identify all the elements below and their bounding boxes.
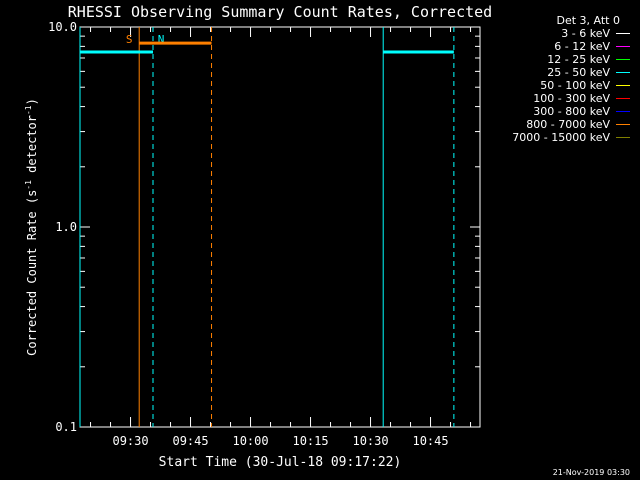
legend-label: 3 - 6 keV bbox=[561, 27, 610, 40]
legend-entry: 800 - 7000 keV bbox=[470, 118, 630, 131]
y-axis-label-end: ) bbox=[25, 98, 39, 105]
legend-label: 12 - 25 keV bbox=[547, 53, 610, 66]
legend-entry: 7000 - 15000 keV bbox=[470, 131, 630, 144]
marker-label: S bbox=[126, 33, 133, 46]
legend-swatch bbox=[616, 98, 630, 99]
legend-swatch bbox=[616, 124, 630, 125]
x-axis-label: Start Time (30-Jul-18 09:17:22) bbox=[159, 455, 402, 470]
y-tick-label: 0.1 bbox=[55, 420, 77, 434]
legend-label: 6 - 12 keV bbox=[554, 40, 610, 53]
x-tick-label: 10:45 bbox=[412, 434, 448, 448]
legend-swatch bbox=[616, 46, 630, 47]
legend-label: 50 - 100 keV bbox=[540, 79, 610, 92]
plot-frame bbox=[79, 26, 481, 428]
legend-swatch bbox=[616, 59, 630, 60]
legend-swatch bbox=[616, 111, 630, 112]
legend-entry: 300 - 800 keV bbox=[470, 105, 630, 118]
legend-label: 7000 - 15000 keV bbox=[512, 131, 610, 144]
legend-label: 25 - 50 keV bbox=[547, 66, 610, 79]
legend-entry: 100 - 300 keV bbox=[470, 92, 630, 105]
legend-swatch bbox=[616, 72, 630, 73]
y-tick-label: 10.0 bbox=[48, 20, 77, 34]
x-tick-label: 09:45 bbox=[172, 434, 208, 448]
legend-entry: 12 - 25 keV bbox=[470, 53, 630, 66]
legend: Det 3, Att 0 3 - 6 keV 6 - 12 keV 12 - 25 … bbox=[470, 14, 630, 144]
legend-swatch bbox=[616, 33, 630, 34]
x-tick-label: 10:30 bbox=[352, 434, 388, 448]
x-tick-label: 10:00 bbox=[232, 434, 268, 448]
legend-label: 300 - 800 keV bbox=[533, 105, 610, 118]
legend-entry: 50 - 100 keV bbox=[470, 79, 630, 92]
y-axis-label: Corrected Count Rate (s-1 detector-1) bbox=[24, 98, 39, 356]
x-tick-label: 10:15 bbox=[292, 434, 328, 448]
legend-swatch bbox=[616, 137, 630, 138]
marker-label: N bbox=[158, 33, 165, 46]
y-axis-label-main: Corrected Count Rate (s bbox=[25, 190, 39, 356]
x-tick-label: 09:30 bbox=[112, 434, 148, 448]
y-axis-label-mid: detector bbox=[25, 115, 39, 180]
legend-entry: 3 - 6 keV bbox=[470, 27, 630, 40]
legend-label: 800 - 7000 keV bbox=[526, 118, 610, 131]
y-axis-label-exp1: -1 bbox=[24, 180, 33, 190]
legend-entry: 25 - 50 keV bbox=[470, 66, 630, 79]
legend-label: 100 - 300 keV bbox=[533, 92, 610, 105]
y-axis-label-exp2: -1 bbox=[24, 105, 33, 115]
y-tick-label: 1.0 bbox=[55, 220, 77, 234]
legend-header: Det 3, Att 0 bbox=[556, 14, 621, 27]
chart-title: RHESSI Observing Summary Count Rates, Co… bbox=[68, 3, 492, 21]
legend-entry: 6 - 12 keV bbox=[470, 40, 630, 53]
x-axis: 09:30 09:45 10:00 10:15 10:30 10:45 bbox=[90, 27, 472, 448]
legend-swatch bbox=[616, 85, 630, 86]
footer-timestamp: 21-Nov-2019 03:30 bbox=[552, 468, 630, 477]
y-axis: 0.1 1.0 10.0 bbox=[48, 20, 480, 434]
series-group bbox=[80, 41, 454, 54]
